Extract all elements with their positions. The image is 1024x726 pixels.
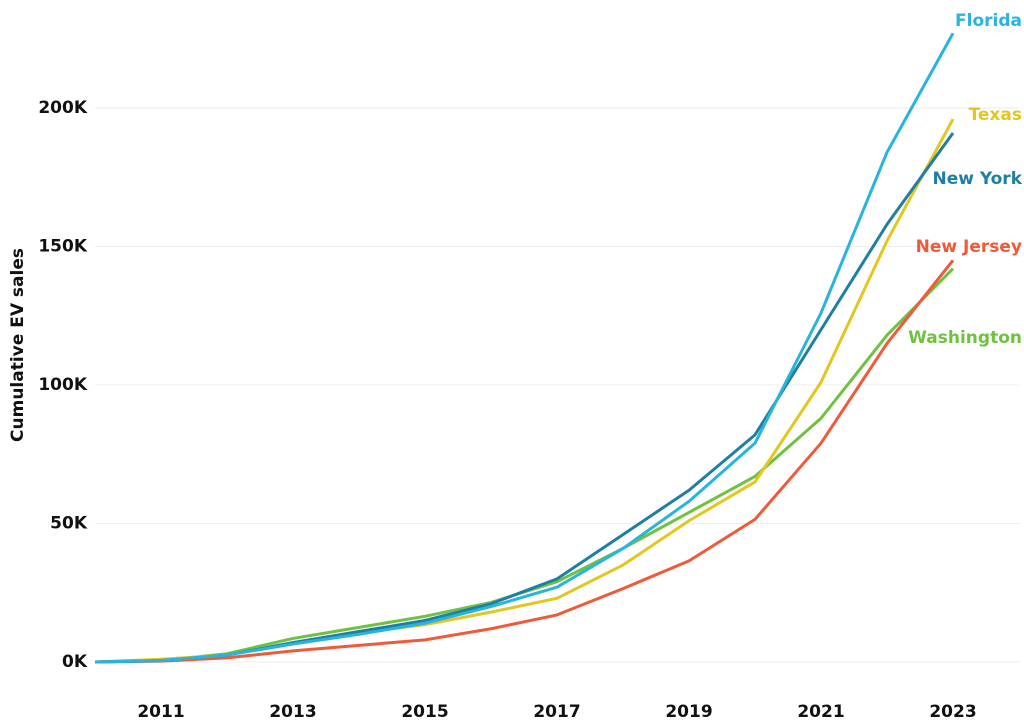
series-label: Texas	[969, 105, 1022, 125]
x-tick-label: 2011	[137, 702, 184, 722]
series-label: New York	[933, 169, 1023, 189]
line-series	[94, 259, 955, 664]
line-series	[94, 32, 955, 664]
y-tick-label: 50K	[50, 514, 88, 534]
line-series	[94, 118, 955, 664]
y-tick-label: 100K	[38, 375, 87, 395]
x-tick-label: 2019	[665, 702, 712, 722]
x-tick-label: 2013	[269, 702, 316, 722]
line-series	[94, 267, 955, 664]
y-tick-label: 150K	[38, 237, 87, 257]
x-tick-label: 2023	[929, 702, 976, 722]
x-tick-label: 2015	[401, 702, 448, 722]
series-label: Washington	[908, 328, 1022, 348]
y-axis-title: Cumulative EV sales	[8, 248, 28, 442]
line-series	[94, 132, 955, 664]
y-tick-label: 0K	[62, 652, 88, 672]
x-tick-label: 2017	[533, 702, 580, 722]
y-tick-label: 200K	[38, 98, 87, 118]
x-tick-label: 2021	[797, 702, 844, 722]
series-label: Florida	[955, 11, 1022, 31]
series-label: New Jersey	[916, 237, 1022, 257]
